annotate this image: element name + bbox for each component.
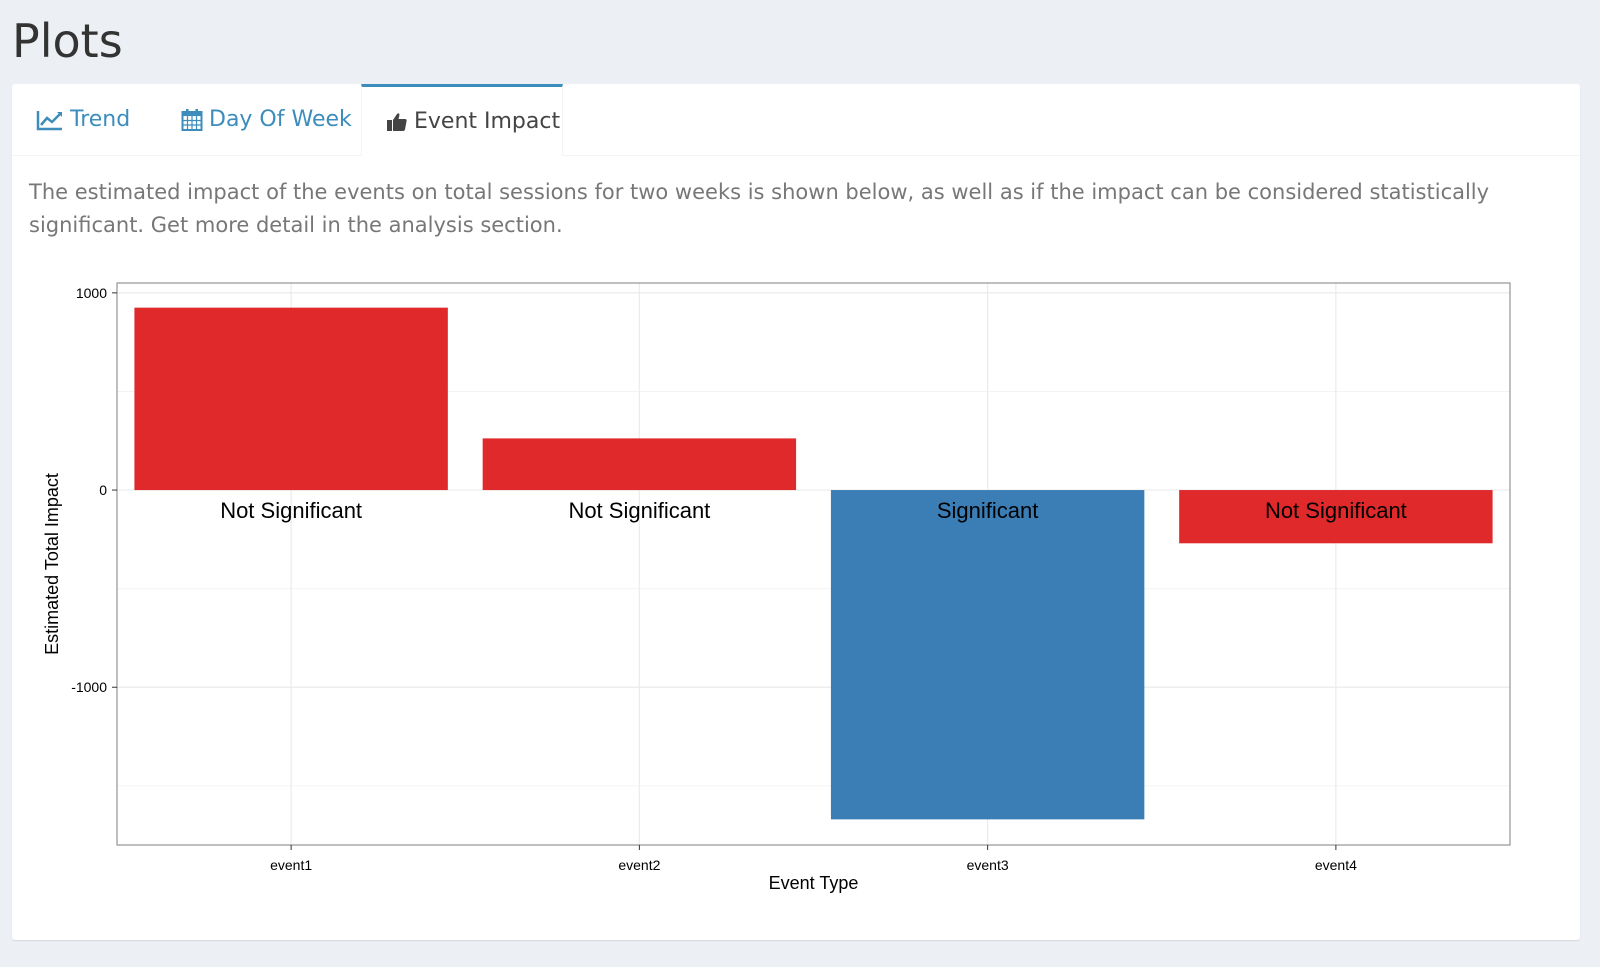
tab-trend-label: Trend [70,107,131,132]
tab-event-impact[interactable]: Event Impact [361,84,563,156]
bar-event2 [482,438,797,491]
event-impact-chart: Not Significant Not Significant Significan… [42,282,1511,893]
tab-day-of-week[interactable]: Day Of Week [181,84,352,155]
tab-bar: Trend Day Of Week Event Impact [12,84,1580,156]
bar-event1 [134,307,448,491]
bar-label: Significant [937,498,1039,523]
y-tick-label: 1000 [76,285,107,301]
bar-label: Not Significant [568,498,710,523]
plot-border [116,282,1511,846]
line-chart-icon [36,110,62,130]
bar-label: Not Significant [220,498,362,523]
page-title: Plots [12,14,123,68]
bar-event4 [1179,490,1493,544]
bar-event3 [830,490,1145,820]
calendar-icon [181,108,203,131]
x-tick-label: event2 [618,857,660,873]
thumbs-up-icon [387,112,407,131]
y-tick-label: 0 [99,482,107,498]
x-tick-label: event4 [1315,857,1357,873]
y-axis-title: Estimated Total Impact [42,473,62,655]
y-tick-label: -1000 [71,679,107,695]
tab-event-impact-label: Event Impact [414,109,561,134]
description-text: The estimated impact of the events on to… [29,180,1490,237]
bar-label: Not Significant [1265,498,1407,523]
tab-day-of-week-label: Day Of Week [209,107,352,132]
x-tick-label: event1 [270,857,312,873]
x-axis-title: Event Type [769,873,859,893]
tab-box: Trend Day Of Week Event Impact The estim… [12,84,1580,940]
x-tick-label: event3 [967,857,1009,873]
tab-trend[interactable]: Trend [36,84,130,155]
